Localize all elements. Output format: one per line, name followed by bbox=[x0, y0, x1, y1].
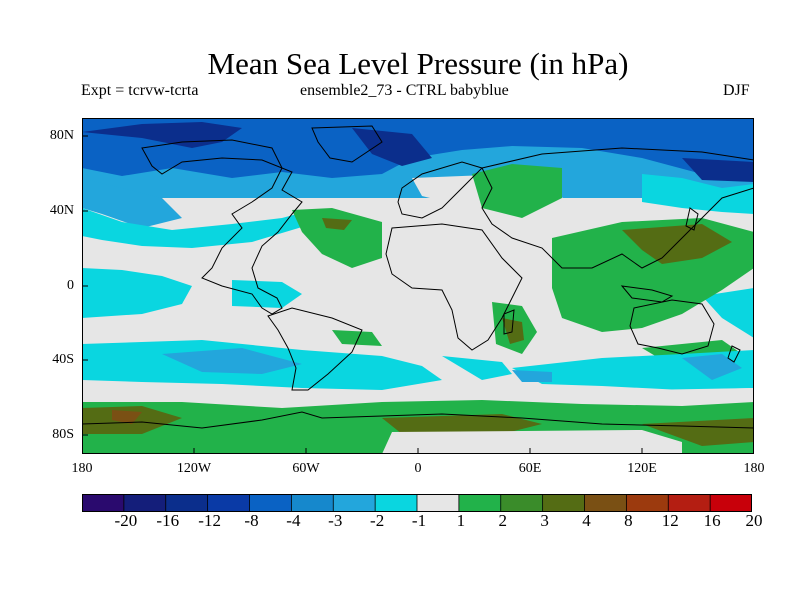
colorbar-swatch bbox=[626, 494, 669, 512]
pressure-anomaly-map bbox=[82, 118, 754, 454]
colorbar-swatch bbox=[165, 494, 209, 512]
colorbar-label: 12 bbox=[661, 511, 679, 530]
colorbar-swatch bbox=[207, 494, 251, 512]
colorbar-swatch bbox=[584, 494, 627, 512]
colorbar-label: 2 bbox=[498, 511, 508, 530]
colorbar bbox=[82, 494, 752, 512]
colorbar-swatch bbox=[375, 494, 418, 512]
colorbar-label: -16 bbox=[156, 511, 180, 530]
colorbar-swatch bbox=[710, 494, 752, 512]
map-ticks bbox=[82, 135, 643, 454]
coast-new-zealand bbox=[727, 345, 741, 363]
colorbar-label: -12 bbox=[198, 511, 221, 530]
colorbar-label: -20 bbox=[114, 511, 138, 530]
coastlines bbox=[82, 125, 754, 429]
season-label: DJF bbox=[723, 82, 750, 99]
colorbar-label: 1 bbox=[456, 511, 466, 530]
colorbar-label: 3 bbox=[540, 511, 549, 530]
coast-north-america bbox=[141, 139, 303, 315]
lon-label-60w: 60W bbox=[292, 461, 320, 476]
coast-australia bbox=[629, 299, 715, 355]
lon-label-180w: 180 bbox=[71, 461, 93, 476]
colorbar-label: -4 bbox=[286, 511, 301, 530]
lat-label-80n: 80N bbox=[49, 128, 74, 143]
colorbar-swatch bbox=[291, 494, 334, 512]
colorbar-swatch bbox=[123, 494, 167, 512]
positive-region-antarctic bbox=[82, 400, 754, 454]
colorbar-swatch bbox=[668, 494, 711, 512]
coast-greenland bbox=[311, 125, 383, 163]
colorbar-label: -1 bbox=[411, 511, 427, 530]
coast-antarctica bbox=[82, 411, 754, 429]
coast-asia bbox=[481, 147, 754, 269]
colorbar-label: -8 bbox=[244, 511, 259, 530]
colorbar-swatch bbox=[82, 494, 125, 512]
colorbar-swatch bbox=[500, 494, 544, 512]
lat-label-80s: 80S bbox=[52, 427, 74, 442]
coast-japan bbox=[685, 207, 699, 231]
colorbar-swatch bbox=[417, 494, 460, 512]
colorbar-label: -3 bbox=[328, 511, 343, 530]
south-negative-band bbox=[82, 340, 754, 408]
colorbar-swatch bbox=[333, 494, 376, 512]
lat-label-40n: 40N bbox=[49, 203, 74, 218]
map-title: Mean Sea Level Pressure (in hPa) bbox=[207, 46, 629, 81]
lon-label-60e: 60E bbox=[518, 461, 542, 476]
lat-label-eq: 0 bbox=[67, 278, 74, 293]
colorbar-swatch bbox=[458, 494, 502, 512]
coast-africa bbox=[385, 223, 523, 351]
colorbar-swatch bbox=[249, 494, 292, 512]
lon-label-120e: 120E bbox=[627, 461, 657, 476]
colorbar-label: 16 bbox=[703, 511, 721, 530]
coast-indonesia bbox=[620, 285, 674, 303]
experiment-label: Expt = tcrvw-tcrta bbox=[81, 82, 199, 99]
colorbar-label: -2 bbox=[370, 511, 385, 530]
tropical-negative-band bbox=[82, 268, 754, 348]
colorbar-label: 4 bbox=[582, 511, 591, 530]
positive-region-north bbox=[292, 164, 562, 268]
ensemble-label: ensemble2_73 - CTRL babyblue bbox=[300, 82, 509, 99]
lon-label-120w: 120W bbox=[176, 461, 212, 476]
lat-label-40s: 40S bbox=[52, 352, 74, 367]
colorbar-label: 8 bbox=[624, 511, 633, 530]
coast-madagascar bbox=[503, 309, 515, 335]
coast-europe bbox=[397, 161, 483, 219]
lon-label-180e: 180 bbox=[743, 461, 765, 476]
coast-south-america bbox=[267, 307, 363, 391]
lon-label-0: 0 bbox=[414, 461, 422, 476]
colorbar-label: 20 bbox=[745, 511, 763, 530]
colorbar-swatch bbox=[542, 494, 586, 512]
